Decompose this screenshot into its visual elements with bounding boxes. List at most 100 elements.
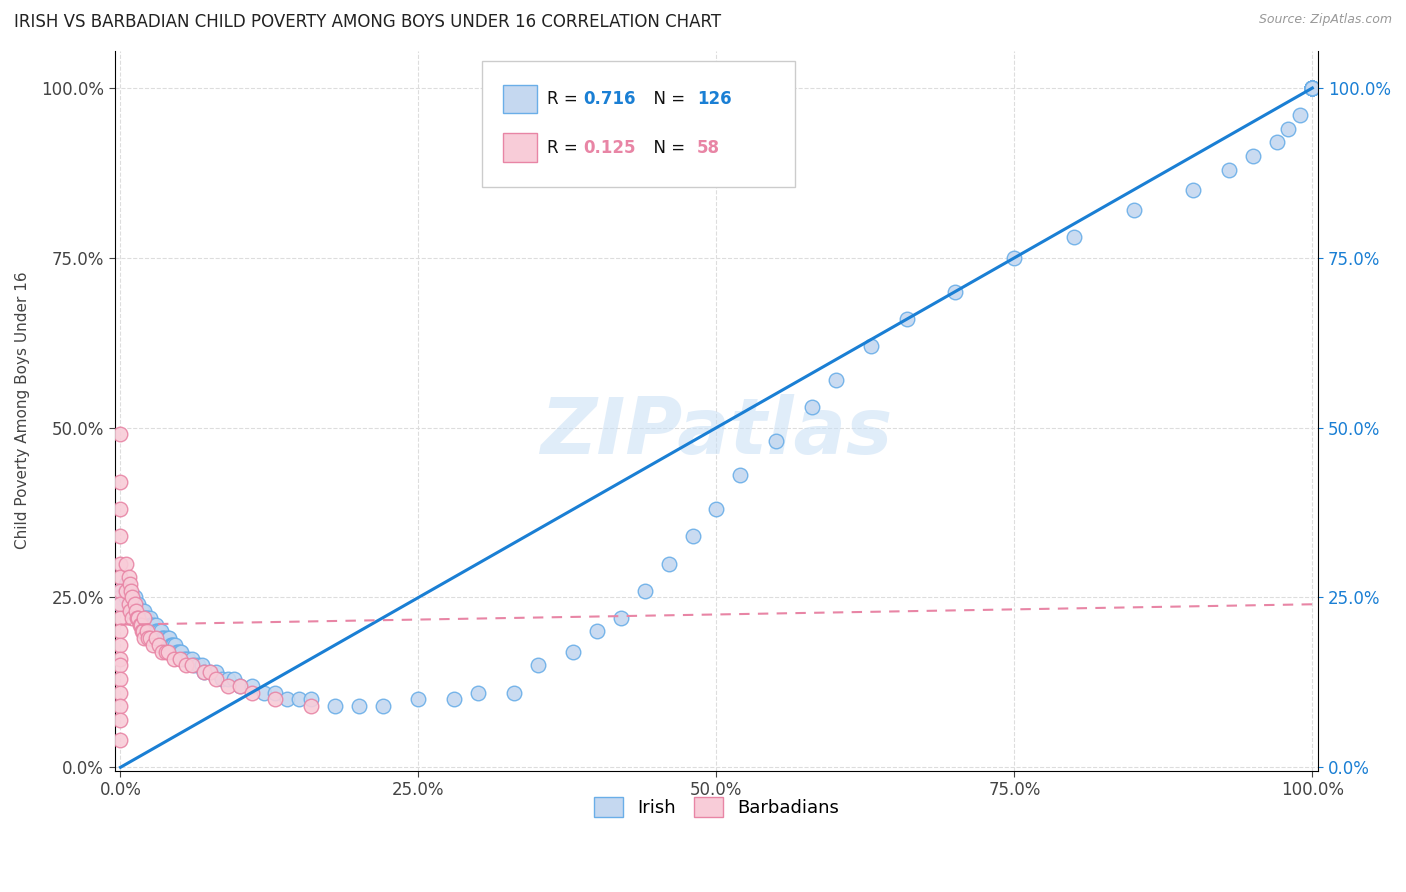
Point [157,638,180,652]
Point [181,658,204,673]
Point [174,658,197,673]
Point [155,645,177,659]
Point [110,570,132,584]
Point [110,591,132,605]
Point [141,617,163,632]
Point [1301,81,1323,95]
Point [150,645,173,659]
Point [110,624,132,639]
Point [1301,81,1323,95]
Point [658,557,681,571]
Point [198,665,221,680]
Point [163,645,186,659]
Point [1265,136,1288,150]
Point [160,638,183,652]
Point [1063,230,1085,244]
Point [205,665,228,680]
Point [121,604,143,618]
Point [120,583,142,598]
Point [1301,81,1323,95]
Text: Source: ZipAtlas.com: Source: ZipAtlas.com [1258,13,1392,27]
Point [1277,121,1299,136]
Point [205,672,228,686]
Point [125,597,148,611]
Point [118,604,141,618]
Point [157,632,180,646]
Point [149,632,172,646]
Point [240,679,263,693]
Point [1182,183,1205,197]
Point [765,434,787,449]
Point [183,658,205,673]
Point [121,611,143,625]
Point [118,570,141,584]
Point [177,651,200,665]
Point [146,624,169,639]
Point [1301,81,1323,95]
Point [132,611,155,625]
Point [1002,251,1025,265]
Point [118,597,141,611]
Point [118,591,141,605]
Point [157,632,180,646]
Point [115,583,138,598]
Point [110,651,132,665]
Point [131,604,153,618]
Text: IRISH VS BARBADIAN CHILD POVERTY AMONG BOYS UNDER 16 CORRELATION CHART: IRISH VS BARBADIAN CHILD POVERTY AMONG B… [14,13,721,31]
Point [134,604,156,618]
Point [1301,81,1323,95]
Point [125,604,148,618]
Point [1301,81,1323,95]
Point [162,638,184,652]
Point [142,624,165,639]
Point [128,604,150,618]
Text: R =: R = [547,139,582,157]
Point [128,617,150,632]
Point [228,679,250,693]
Point [228,679,250,693]
Point [198,665,221,680]
Point [299,699,322,714]
Point [110,611,132,625]
Point [148,624,170,639]
Point [121,597,143,611]
Point [110,557,132,571]
Point [110,685,132,699]
Text: 0.125: 0.125 [582,139,636,157]
Point [110,699,132,714]
Point [586,624,609,639]
Point [1301,81,1323,95]
Point [124,597,146,611]
Point [1301,81,1323,95]
Point [115,583,138,598]
Point [121,591,143,605]
Point [110,475,132,489]
Point [110,733,132,747]
Point [264,692,287,706]
Point [1122,203,1144,218]
Point [110,502,132,516]
Point [118,583,141,598]
Point [169,645,191,659]
Point [170,645,193,659]
Point [138,617,160,632]
Point [110,427,132,442]
Point [347,699,370,714]
Point [142,638,165,652]
Point [222,672,245,686]
Point [240,685,263,699]
Point [299,692,322,706]
Point [127,611,149,625]
Point [190,658,212,673]
Point [124,591,146,605]
Point [408,692,430,706]
Point [115,591,138,605]
Point [1218,162,1240,177]
Point [634,583,657,598]
Legend: Irish, Barbadians: Irish, Barbadians [585,788,848,827]
Point [800,401,823,415]
Point [943,285,966,299]
Point [163,651,186,665]
Point [860,339,883,353]
Point [110,638,132,652]
